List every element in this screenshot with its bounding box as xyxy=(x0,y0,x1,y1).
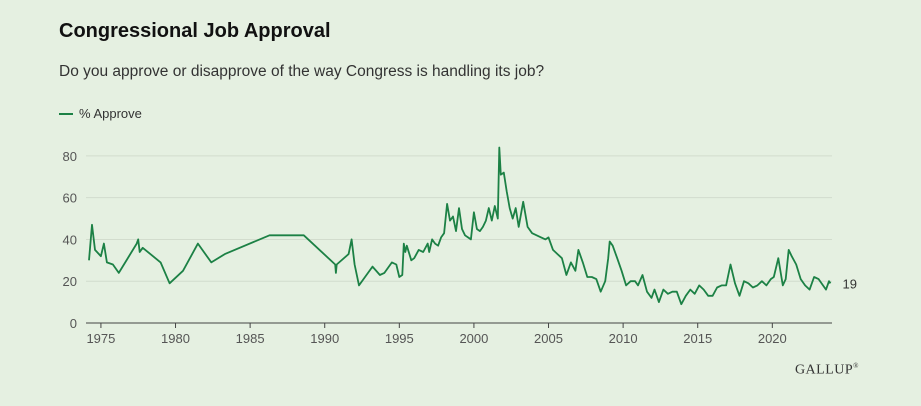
y-tick-label: 0 xyxy=(70,316,77,331)
chart-title: Congressional Job Approval xyxy=(59,20,331,42)
gallup-logo-text: GALLUP xyxy=(794,362,854,378)
x-tick-label: 2010 xyxy=(609,331,638,346)
legend-swatch-approve xyxy=(59,112,73,115)
x-tick-label: 2020 xyxy=(758,331,787,346)
legend-label-approve: % Approve xyxy=(79,106,142,121)
y-tick-label: 40 xyxy=(63,232,77,247)
registered-mark: ® xyxy=(853,362,859,370)
y-tick-label: 60 xyxy=(63,191,77,206)
y-tick-label: 80 xyxy=(63,149,77,164)
y-tick-label: 20 xyxy=(63,274,77,289)
x-tick-label: 2000 xyxy=(459,331,488,346)
x-tick-label: 1995 xyxy=(385,331,414,346)
x-tick-label: 1985 xyxy=(236,331,265,346)
chart-subtitle: Do you approve or disapprove of the way … xyxy=(59,63,545,80)
gallup-logo: GALLUP® xyxy=(795,362,859,379)
series-line-approve xyxy=(88,146,832,306)
x-tick-label: 2015 xyxy=(683,331,712,346)
x-tick-label: 1980 xyxy=(161,331,190,346)
x-tick-label: 2005 xyxy=(534,331,563,346)
x-tick-label: 1975 xyxy=(86,331,115,346)
chart-legend: % Approve xyxy=(59,106,142,121)
end-value-label: 19 xyxy=(843,276,857,291)
x-tick-label: 1990 xyxy=(310,331,339,346)
